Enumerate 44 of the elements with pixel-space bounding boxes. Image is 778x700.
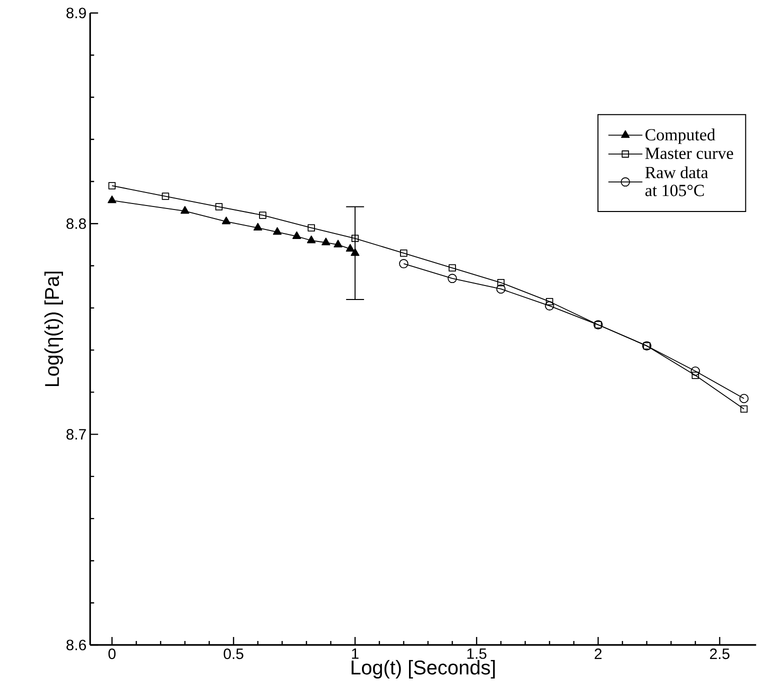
point — [739, 394, 749, 404]
point — [259, 212, 266, 219]
x-axis-title: Log(t) [Seconds] — [352, 660, 495, 679]
point — [272, 227, 282, 235]
point — [350, 248, 360, 256]
point — [546, 298, 554, 306]
point — [306, 236, 316, 244]
y-tick-label: 8.6 — [66, 640, 86, 650]
x-tick-label: 1 — [352, 648, 358, 659]
y-axis-title: Log(η(t)) [Pa] — [44, 272, 63, 386]
point — [400, 250, 408, 257]
point — [334, 240, 342, 248]
point — [222, 216, 231, 224]
y-tick-label: 8.9 — [66, 8, 86, 18]
x-tick-label: 0.5 — [224, 648, 244, 660]
point — [740, 405, 748, 413]
point — [215, 203, 223, 210]
y-tick-label: 8.7 — [66, 429, 86, 440]
x-tick-label: 0 — [108, 648, 116, 660]
legend-label: Master curve — [645, 148, 734, 160]
point — [292, 231, 302, 239]
x-tick-label: 2 — [594, 648, 602, 659]
point — [448, 264, 456, 272]
legend-label: Computed — [646, 128, 716, 144]
point — [108, 182, 116, 190]
point — [544, 301, 554, 310]
point — [308, 224, 315, 232]
point — [346, 244, 355, 252]
point — [399, 259, 408, 268]
point — [162, 192, 170, 200]
point — [351, 234, 359, 242]
point — [254, 222, 262, 231]
legend-label: Raw data at 105°C — [645, 166, 708, 196]
x-tick-label: 2.5 — [710, 648, 730, 660]
point — [108, 196, 116, 204]
x-tick-label: 1.5 — [467, 648, 486, 659]
point — [180, 206, 190, 214]
y-tick-label: 8.8 — [66, 218, 86, 229]
point — [322, 238, 330, 246]
point — [496, 284, 506, 294]
point — [692, 372, 700, 379]
point — [497, 279, 505, 286]
point — [448, 274, 457, 284]
point — [690, 366, 700, 376]
